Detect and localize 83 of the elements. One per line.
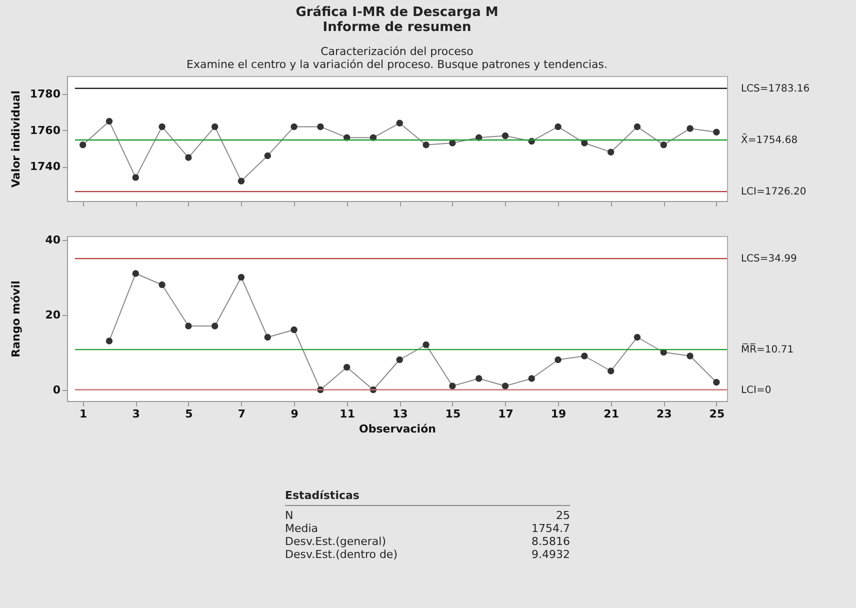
- point: [317, 123, 324, 130]
- point: [502, 132, 509, 140]
- point: [660, 141, 667, 148]
- x-tick-label: 17: [498, 408, 514, 420]
- point: [607, 148, 614, 156]
- text: Desv.Est.(dentro de): [285, 548, 398, 561]
- point: [343, 364, 350, 371]
- point: [449, 382, 456, 390]
- y-axis-title: Valor individual: [10, 90, 22, 188]
- point: [158, 123, 166, 130]
- x-tick-label: 11: [340, 408, 355, 420]
- x-tick-label: 5: [185, 408, 193, 420]
- text: N: [285, 509, 294, 522]
- text: Caracterización del proceso: [320, 45, 474, 58]
- point: [264, 334, 271, 341]
- x-tick-label: 7: [238, 408, 246, 420]
- point: [634, 123, 641, 130]
- text: Desv.Est.(general): [285, 535, 386, 548]
- x-tick-label: 1: [80, 408, 88, 420]
- y-tick-label: 1760: [30, 124, 61, 137]
- y-tick-label: 1740: [30, 160, 61, 174]
- chart-title: Gráfica I-MR de Descarga M: [296, 5, 498, 20]
- ref-line-label: M̅R̅=10.71: [740, 342, 794, 356]
- point: [422, 341, 430, 348]
- point: [185, 154, 192, 161]
- point: [634, 334, 641, 341]
- text: 8.5816: [532, 535, 570, 548]
- point: [528, 375, 535, 382]
- point: [132, 174, 139, 181]
- point: [238, 178, 245, 184]
- x-tick-label: 9: [290, 408, 298, 420]
- point: [686, 352, 694, 360]
- y-tick-label: 20: [45, 308, 61, 322]
- point: [106, 338, 113, 344]
- point: [79, 141, 86, 148]
- point: [686, 125, 694, 132]
- point: [449, 140, 456, 146]
- point: [238, 274, 245, 281]
- text: Estadísticas: [285, 489, 570, 506]
- point: [502, 382, 509, 390]
- point: [554, 123, 562, 130]
- text: Media: [285, 522, 318, 535]
- point: [396, 120, 403, 126]
- point: [475, 375, 482, 382]
- x-tick-label: 3: [132, 408, 140, 420]
- point: [211, 123, 218, 130]
- ref-line-label: LCS=1783.16: [740, 83, 810, 94]
- ref-line-label: X̄=1754.68: [740, 133, 798, 146]
- x-tick-label: 13: [392, 408, 408, 420]
- point: [607, 368, 614, 374]
- point: [554, 356, 562, 364]
- point: [422, 141, 430, 148]
- text: Examine el centro y la variación del proceso. Busque patrones y tendencias.: [186, 58, 608, 71]
- point: [106, 118, 113, 125]
- y-tick-label: 40: [45, 233, 61, 246]
- point: [211, 322, 218, 330]
- point: [581, 352, 588, 360]
- text: 1754.7: [532, 522, 570, 535]
- ref-line-label: LCS=34.99: [740, 254, 797, 265]
- chart-subtitle: Informe de resumen: [322, 20, 472, 35]
- x-tick-label: 15: [445, 408, 461, 420]
- x-tick-label: 25: [709, 408, 725, 420]
- point: [290, 326, 298, 334]
- y-tick-label: 0: [52, 383, 61, 396]
- point: [396, 356, 403, 364]
- point: [158, 281, 166, 288]
- point: [132, 270, 139, 277]
- x-tick-label: 23: [656, 408, 672, 420]
- ref-line-label: LCI=1726.20: [740, 186, 806, 198]
- ref-line-label: LCI=0: [740, 384, 772, 396]
- y-tick-label: 1780: [30, 88, 61, 101]
- text: 9.4932: [532, 548, 570, 561]
- point: [581, 140, 588, 146]
- point: [185, 322, 192, 330]
- text: 25: [556, 509, 570, 522]
- point: [264, 152, 271, 160]
- point: [713, 128, 720, 136]
- x-tick-label: 19: [550, 408, 566, 420]
- y-axis-title: Rango móvil: [10, 280, 22, 358]
- x-axis-title: Observación: [359, 422, 436, 436]
- point: [290, 123, 298, 130]
- point: [713, 378, 720, 386]
- x-tick-label: 21: [604, 408, 619, 420]
